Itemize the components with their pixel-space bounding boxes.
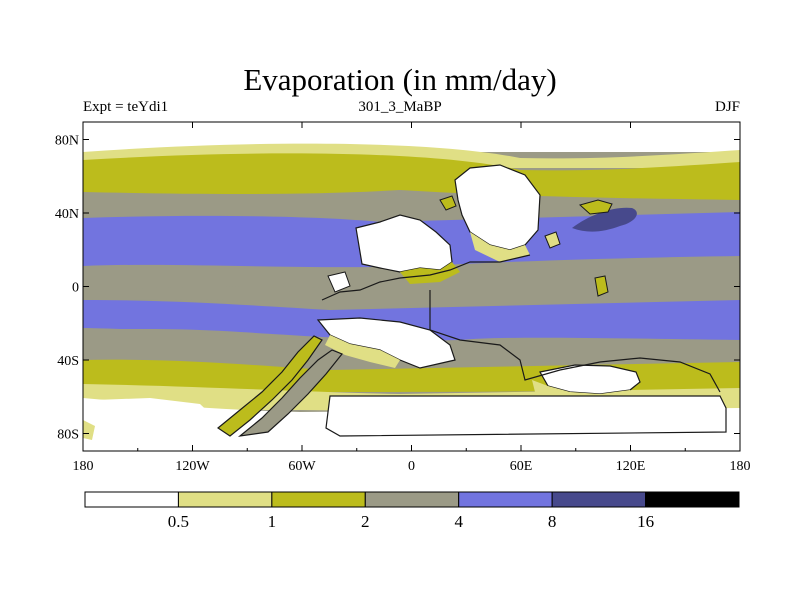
x-tick-label: 60E — [510, 459, 533, 474]
colorbar-label: 16 — [637, 512, 654, 531]
x-tick-label: 0 — [408, 459, 415, 474]
small-island-west — [327, 271, 351, 293]
x-tick-label: 120E — [616, 459, 646, 474]
x-axis: 180 120W 60W 0 60E 120E 180 — [73, 122, 751, 474]
x-tick-label: 180 — [730, 459, 751, 474]
x-tick-label: 120W — [175, 459, 210, 474]
season-label: DJF — [714, 99, 740, 115]
colorbar-label: 0.5 — [168, 512, 189, 531]
colorbar: 0.5 1 2 4 8 16 — [84, 491, 740, 531]
tropical-olive-patch — [83, 286, 360, 301]
colorbar-swatch — [177, 491, 273, 508]
colorbar-swatch — [364, 491, 460, 508]
small-island-cluster — [544, 231, 561, 249]
tip-olive-southwest — [83, 420, 95, 440]
map-field — [83, 122, 740, 451]
peninsula-arc-east — [237, 349, 343, 437]
small-island-east — [594, 275, 609, 297]
map-title: Evaporation (in mm/day) — [243, 62, 557, 97]
colorbar-label: 8 — [548, 512, 557, 531]
y-tick-label: 0 — [72, 281, 79, 296]
colorbar-swatch — [458, 491, 553, 508]
small-island-north — [578, 199, 613, 215]
small-island-arctic — [439, 195, 457, 211]
north-olive-band — [83, 153, 740, 200]
y-tick-label: 40S — [57, 354, 79, 369]
experiment-label: Expt = teYdi1 — [83, 99, 169, 115]
colorbar-swatch — [271, 491, 366, 508]
colorbar-swatch — [551, 491, 647, 508]
y-tick-label: 40N — [55, 207, 79, 222]
colorbar-label: 4 — [454, 512, 463, 531]
continent-southern-fringe — [532, 380, 640, 400]
x-tick-label: 180 — [73, 459, 94, 474]
central-landmass-outline — [321, 254, 531, 301]
continent-south-america-fringe — [325, 335, 400, 368]
continent-north-africa-fringe — [470, 232, 530, 262]
y-tick-label: 80S — [57, 428, 79, 443]
south-blue-band — [83, 300, 740, 341]
x-tick-label: 60W — [288, 459, 316, 474]
continent-west-olive-fringe — [400, 262, 460, 284]
peninsula-arc-west — [216, 335, 323, 437]
colorbar-swatch — [645, 491, 740, 508]
north-pacific-dark-blue — [572, 207, 637, 232]
continent-antarctica — [325, 395, 727, 437]
y-tick-label: 80N — [55, 134, 79, 149]
colorbar-swatch — [84, 491, 179, 508]
patch-white-southwest — [95, 398, 215, 424]
period-label: 301_3_MaBP — [358, 99, 442, 115]
colorbar-label: 2 — [361, 512, 370, 531]
east-ocean-basin-outline — [429, 290, 721, 393]
colorbar-label: 1 — [268, 512, 277, 531]
y-axis: 80N 40N 0 40S 80S — [55, 134, 740, 443]
